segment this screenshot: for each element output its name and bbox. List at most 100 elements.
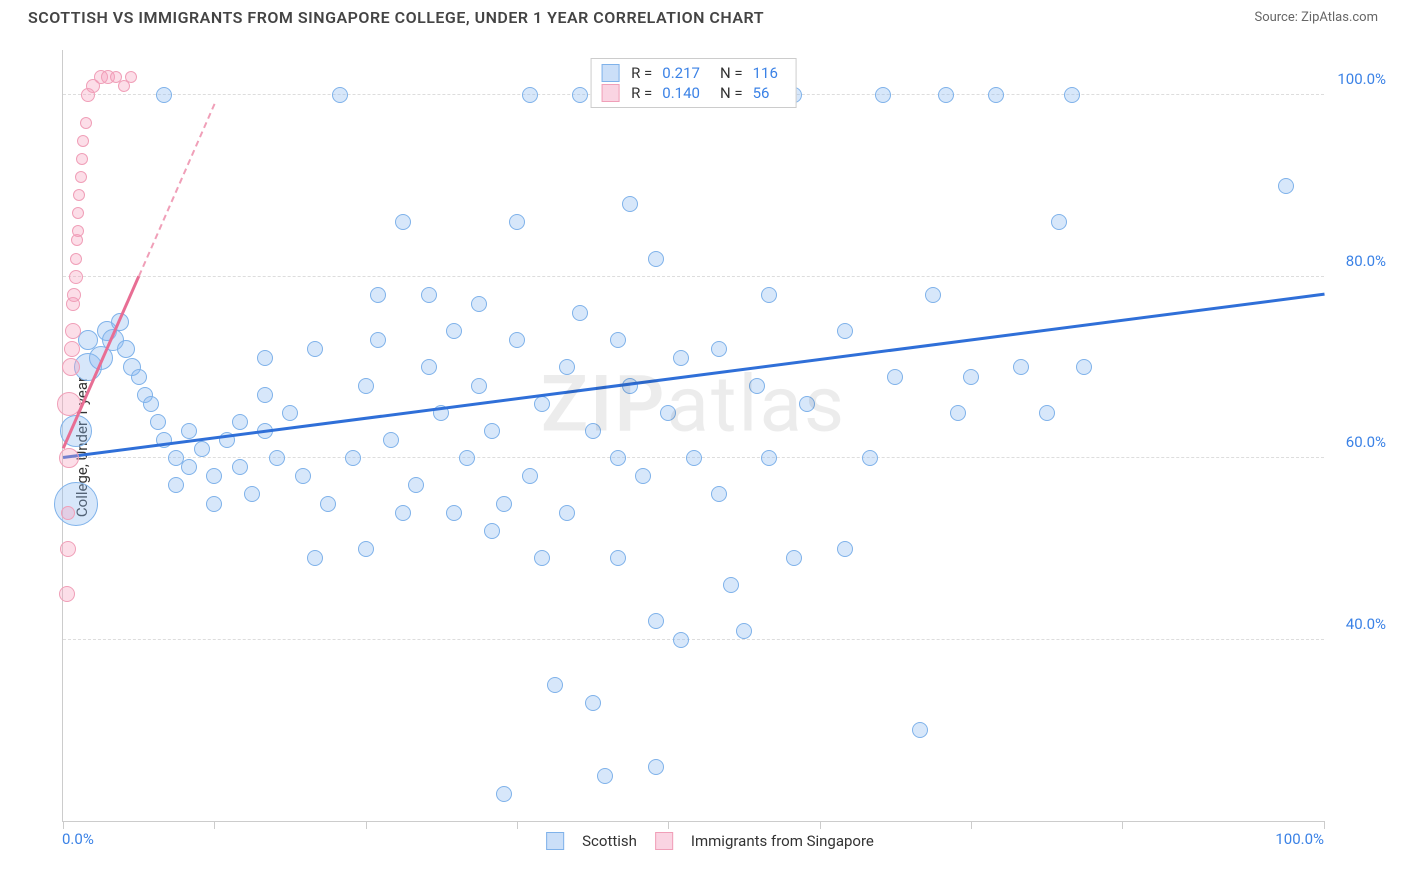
- data-point: [54, 482, 98, 526]
- data-point: [446, 323, 462, 339]
- data-point: [150, 414, 166, 430]
- data-point: [484, 523, 500, 539]
- legend-label-scottish: Scottish: [582, 832, 637, 850]
- x-tick: [214, 821, 215, 829]
- legend-row-singapore: R =0.140 N =56: [601, 83, 786, 103]
- trend-line: [138, 103, 215, 276]
- data-point: [648, 251, 664, 267]
- data-point: [232, 459, 248, 475]
- data-point: [534, 550, 550, 566]
- data-point: [862, 450, 878, 466]
- data-point: [673, 632, 689, 648]
- data-point: [875, 87, 891, 103]
- legend-stats: R =0.217 N =116 R =0.140 N =56: [590, 58, 797, 108]
- data-point: [622, 196, 638, 212]
- data-point: [471, 296, 487, 312]
- data-point: [1064, 87, 1080, 103]
- legend-label-singapore: Immigrants from Singapore: [691, 832, 874, 850]
- data-point: [509, 214, 525, 230]
- data-point: [761, 287, 777, 303]
- legend-bottom: Scottish Immigrants from Singapore: [546, 832, 874, 850]
- data-point: [912, 722, 928, 738]
- data-point: [938, 87, 954, 103]
- data-point: [522, 468, 538, 484]
- x-tick: [366, 821, 367, 829]
- gridline: [63, 639, 1324, 640]
- data-point: [799, 396, 815, 412]
- data-point: [648, 759, 664, 775]
- data-point: [62, 358, 80, 376]
- data-point: [307, 550, 323, 566]
- data-point: [496, 786, 512, 802]
- y-tick-label: 100.0%: [1337, 70, 1386, 88]
- data-point: [887, 369, 903, 385]
- data-point: [332, 87, 348, 103]
- data-point: [156, 87, 172, 103]
- data-point: [446, 505, 462, 521]
- data-point: [80, 117, 92, 129]
- data-point: [61, 506, 75, 520]
- legend-row-scottish: R =0.217 N =116: [601, 63, 786, 83]
- data-point: [459, 450, 475, 466]
- swatch-singapore-bottom: [655, 832, 673, 850]
- data-point: [143, 396, 159, 412]
- data-point: [131, 369, 147, 385]
- n-singapore: 56: [753, 84, 770, 102]
- data-point: [711, 486, 727, 502]
- data-point: [72, 207, 84, 219]
- data-point: [395, 505, 411, 521]
- data-point: [1278, 178, 1294, 194]
- data-point: [60, 541, 76, 557]
- data-point: [206, 496, 222, 512]
- x-tick: [1122, 821, 1123, 829]
- data-point: [181, 423, 197, 439]
- data-point: [837, 541, 853, 557]
- data-point: [67, 288, 81, 302]
- data-point: [496, 496, 512, 512]
- data-point: [686, 450, 702, 466]
- data-point: [75, 171, 87, 183]
- source-label: Source: ZipAtlas.com: [1254, 10, 1378, 25]
- data-point: [509, 332, 525, 348]
- data-point: [761, 450, 777, 466]
- data-point: [232, 414, 248, 430]
- data-point: [471, 378, 487, 394]
- data-point: [950, 405, 966, 421]
- data-point: [295, 468, 311, 484]
- data-point: [736, 623, 752, 639]
- data-point: [282, 405, 298, 421]
- data-point: [635, 468, 651, 484]
- swatch-scottish: [601, 64, 619, 82]
- data-point: [65, 323, 81, 339]
- data-point: [395, 214, 411, 230]
- data-point: [484, 423, 500, 439]
- swatch-scottish-bottom: [546, 832, 564, 850]
- data-point: [421, 287, 437, 303]
- data-point: [988, 87, 1004, 103]
- data-point: [572, 87, 588, 103]
- data-point: [610, 550, 626, 566]
- data-point: [522, 87, 538, 103]
- data-point: [837, 323, 853, 339]
- data-point: [610, 450, 626, 466]
- data-point: [181, 459, 197, 475]
- data-point: [370, 287, 386, 303]
- chart-title: SCOTTISH VS IMMIGRANTS FROM SINGAPORE CO…: [28, 8, 764, 27]
- plot-region: ZIPatlas R =0.217 N =116 R =0.140 N =56 …: [62, 50, 1324, 822]
- data-point: [925, 287, 941, 303]
- data-point: [660, 405, 676, 421]
- data-point: [206, 468, 222, 484]
- data-point: [1039, 405, 1055, 421]
- data-point: [194, 441, 210, 457]
- data-point: [572, 305, 588, 321]
- data-point: [610, 332, 626, 348]
- x-tick: [63, 821, 64, 829]
- data-point: [70, 253, 82, 265]
- data-point: [648, 613, 664, 629]
- data-point: [370, 332, 386, 348]
- y-tick-label: 60.0%: [1346, 433, 1386, 451]
- data-point: [585, 423, 601, 439]
- swatch-singapore: [601, 84, 619, 102]
- data-point: [547, 677, 563, 693]
- data-point: [749, 378, 765, 394]
